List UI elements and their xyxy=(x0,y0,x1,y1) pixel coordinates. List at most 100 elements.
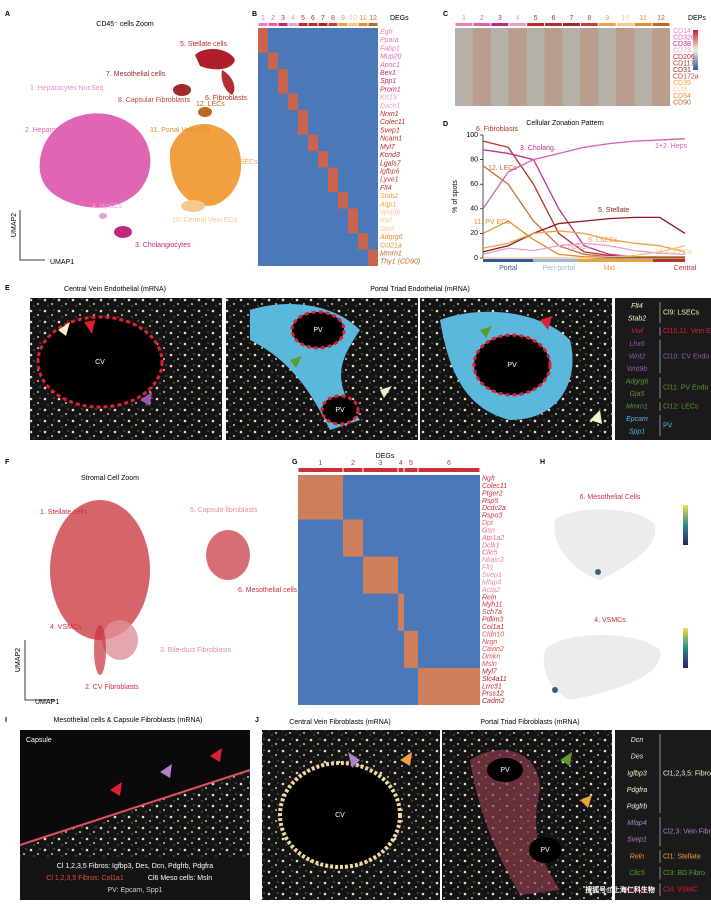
cluster-label: 3. Bile-duct Fibroblasts xyxy=(160,647,232,654)
cluster-label: 8. Capsular Fibroblasts xyxy=(118,97,190,104)
panel-title: Central Vein Endothelial (mRNA) xyxy=(64,286,166,293)
cluster-label: 11. Portal Vein ECs xyxy=(150,127,211,134)
caption: Cl6 Meso cells: Msln xyxy=(148,875,212,882)
column-bar xyxy=(598,23,616,26)
column-bar xyxy=(404,468,418,472)
heatmap-cell xyxy=(298,110,308,119)
column-label: 2 xyxy=(351,460,355,467)
heatmap-cell xyxy=(363,578,398,587)
column-label: 4 xyxy=(399,460,403,467)
column-label: 9 xyxy=(341,15,345,22)
gene-label: Mfap4 xyxy=(482,579,502,586)
gene-label: Lgals7 xyxy=(380,160,402,167)
heatmap-cell xyxy=(298,118,308,127)
series-label: 1+2. Heps xyxy=(655,143,688,150)
heatmap-cell xyxy=(343,519,363,527)
heatmap-cell xyxy=(363,564,398,572)
gene-label: Kcnd3 xyxy=(380,152,400,159)
protein-label: CD31 xyxy=(673,67,691,74)
heatmap-cell xyxy=(455,28,473,106)
gene-label: Egfr xyxy=(380,29,394,36)
gene-label: Nrxn1 xyxy=(380,111,399,118)
heatmap-cell xyxy=(298,504,343,513)
panel-title: DEPs xyxy=(688,15,706,22)
axis-label: UMAP1 xyxy=(50,259,74,266)
cluster-label: 4. HpSCs xyxy=(92,203,122,210)
legend-cluster: Cl11: PV Endo xyxy=(663,385,709,392)
heatmap-cell xyxy=(652,28,670,106)
column-bar xyxy=(368,23,378,26)
gene-label: Igfbp6 xyxy=(380,168,400,175)
legend-j xyxy=(615,730,711,900)
gene-label: Prom1 xyxy=(380,86,401,93)
heatmap-cell xyxy=(258,28,268,37)
protein-label: CD117 xyxy=(673,61,694,68)
gene-label: Ccl21a xyxy=(380,242,402,249)
heatmap-cell xyxy=(338,200,348,209)
column-label: 2 xyxy=(271,15,275,22)
panel-label: H xyxy=(540,459,545,466)
gene-label: Cadm2 xyxy=(482,698,505,705)
legend-e xyxy=(615,298,711,440)
column-bar xyxy=(527,23,545,26)
heatmap-cell xyxy=(298,126,308,135)
cluster-label: 12. LECs xyxy=(196,101,225,108)
cluster-label: 2. Hepatocytes xyxy=(25,127,72,134)
gene-label: Gja5 xyxy=(380,226,395,233)
panel-title: Stromal Cell Zoom xyxy=(81,475,139,482)
column-label: 3 xyxy=(379,460,383,467)
cluster-label: 5. Capsule fibroblasts xyxy=(190,507,258,514)
legend-gene: Dcn xyxy=(631,737,644,744)
colorbar xyxy=(693,30,698,70)
heatmap-cell xyxy=(343,549,363,557)
column-label: 9 xyxy=(605,15,609,22)
heatmap-cell xyxy=(418,690,480,698)
legend-cluster: Cl3: BD Fibro xyxy=(663,870,705,877)
heatmap-cell xyxy=(298,489,343,498)
cluster-label: 1. Stellate cells xyxy=(40,509,88,516)
column-bar xyxy=(509,23,527,26)
y-tick-label: 20 xyxy=(470,230,478,237)
gene-label: Wnt9b xyxy=(380,209,400,216)
panel-label: A xyxy=(5,11,10,18)
panel-label: D xyxy=(443,121,448,128)
legend-gene: Svep1 xyxy=(627,837,647,844)
panel-title: DEGs xyxy=(390,15,409,22)
column-bar xyxy=(338,23,348,26)
heatmap-cell xyxy=(343,534,363,542)
legend-gene: Vwf xyxy=(631,328,644,335)
heatmap-cell xyxy=(472,28,491,106)
umap-a xyxy=(19,48,242,261)
gene-label: Krt19 xyxy=(380,95,397,102)
legend-gene: Adgrg6 xyxy=(625,378,649,385)
heatmap-cell xyxy=(398,593,404,602)
gene-label: Spp1 xyxy=(380,78,396,85)
gene-label: Rspo3 xyxy=(482,513,502,520)
column-label: 7 xyxy=(570,15,574,22)
heatmap-cell xyxy=(298,497,343,505)
gene-label: Bex1 xyxy=(380,70,396,77)
image-e xyxy=(30,298,612,440)
heatmap-cell xyxy=(418,667,480,676)
legend-gene: Wnt9b xyxy=(627,366,647,373)
panel-title: 6. Mesothelial Cells xyxy=(580,494,641,501)
caption: PV: Epcam, Spp1 xyxy=(108,887,163,894)
heatmap-cell xyxy=(308,142,318,152)
heatmap-cell xyxy=(348,216,358,225)
column-label: 2 xyxy=(480,15,484,22)
heatmap-cell xyxy=(278,77,288,86)
y-tick-label: 80 xyxy=(470,156,478,163)
gene-label: Ncam1 xyxy=(380,136,402,143)
legend-cluster: Cl10: CV Endo xyxy=(663,353,709,360)
region-label: PV xyxy=(500,767,510,774)
gene-label: Vwf xyxy=(380,218,393,225)
protein-label: CD326 xyxy=(673,35,695,42)
gene-label: Flt4 xyxy=(380,185,392,192)
gene-label: Prss12 xyxy=(482,691,504,698)
legend-gene: Wnt2 xyxy=(629,353,645,360)
column-bar xyxy=(278,23,288,26)
heatmap-cell xyxy=(298,512,343,520)
legend-gene: Pdgfra xyxy=(627,787,648,794)
cluster-label: 4. VSMCs xyxy=(50,624,82,631)
heatmap-cell xyxy=(298,482,343,490)
